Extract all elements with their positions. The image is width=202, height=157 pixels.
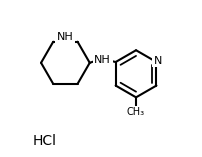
Text: CH₃: CH₃	[126, 107, 144, 117]
Text: N: N	[153, 56, 161, 66]
Text: NH: NH	[94, 55, 110, 65]
Text: NH: NH	[57, 32, 73, 42]
Text: HCl: HCl	[32, 134, 56, 148]
